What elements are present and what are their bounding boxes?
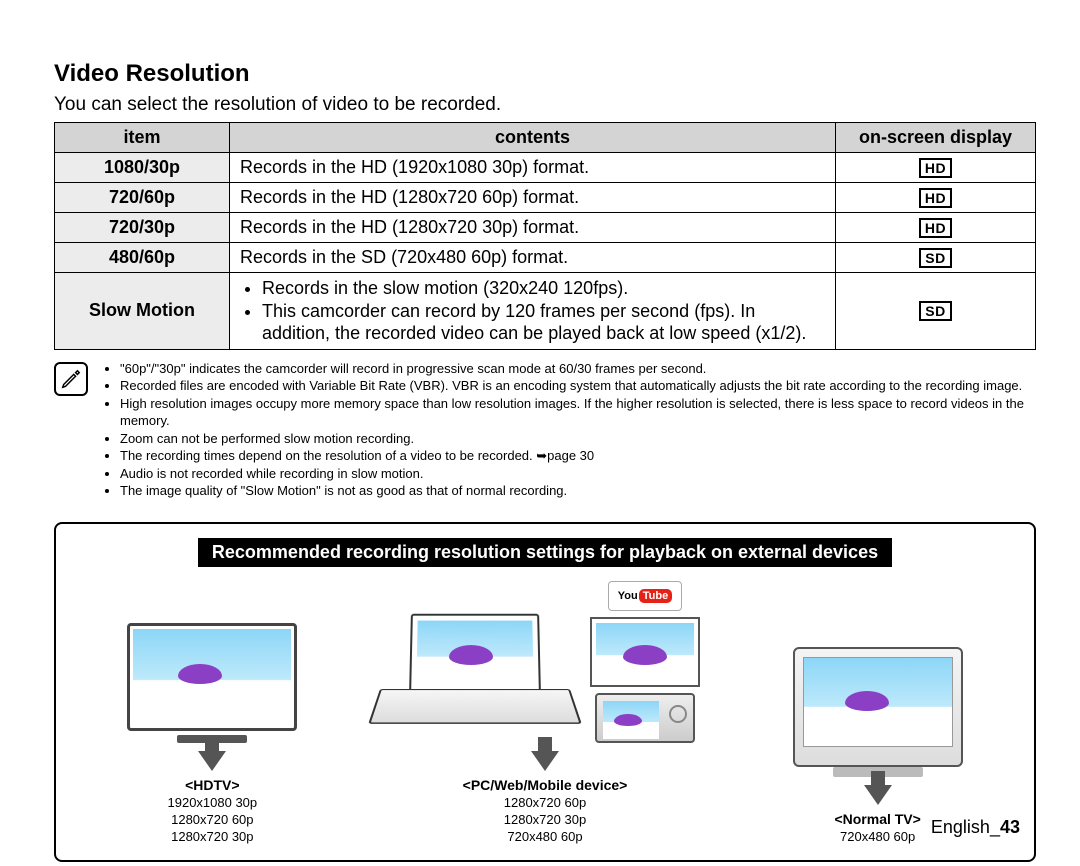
footer-page-number: 43	[1000, 817, 1020, 837]
row-item: 1080/30p	[55, 153, 230, 183]
resolution-table: item contents on-screen display 1080/30p…	[54, 122, 1036, 350]
row-item: Slow Motion	[55, 273, 230, 350]
device-label: <PC/Web/Mobile device>	[463, 777, 628, 793]
th-osd: on-screen display	[836, 123, 1036, 153]
sm-bullet: Records in the slow motion (320x240 120f…	[262, 277, 825, 300]
row-osd: HD	[836, 153, 1036, 183]
hdtv-illustration	[127, 623, 297, 743]
page-subtitle: You can select the resolution of video t…	[54, 94, 1036, 116]
hd-badge-icon: HD	[919, 158, 952, 178]
recommended-banner: Recommended recording resolution setting…	[198, 538, 892, 567]
table-row: 720/30p Records in the HD (1280x720 30p)…	[55, 213, 1036, 243]
page-title: Video Resolution	[54, 60, 1036, 88]
arrow-down-icon	[864, 785, 892, 805]
note-icon	[54, 362, 88, 396]
row-contents: Records in the slow motion (320x240 120f…	[230, 273, 836, 350]
note-item: Zoom can not be performed slow motion re…	[120, 430, 1036, 448]
device-hdtv: <HDTV> 1920x1080 30p 1280x720 60p 1280x7…	[127, 623, 297, 846]
row-osd: SD	[836, 273, 1036, 350]
device-label: <Normal TV>	[834, 811, 920, 827]
devices-row: <HDTV> 1920x1080 30p 1280x720 60p 1280x7…	[86, 581, 1004, 846]
sm-bullet: This camcorder can record by 120 frames …	[262, 300, 825, 345]
th-contents: contents	[230, 123, 836, 153]
crt-tv-illustration	[793, 647, 963, 777]
row-contents: Records in the HD (1280x720 60p) format.	[230, 183, 836, 213]
table-row: 480/60p Records in the SD (720x480 60p) …	[55, 243, 1036, 273]
sd-badge-icon: SD	[919, 301, 951, 321]
row-osd: HD	[836, 213, 1036, 243]
web-mobile-stack: YouTube	[580, 581, 710, 743]
notes-section: "60p"/"30p" indicates the camcorder will…	[54, 360, 1036, 500]
note-item: Recorded files are encoded with Variable…	[120, 377, 1036, 395]
note-item-emphasis: The image quality of "Slow Motion" is no…	[120, 482, 1036, 500]
row-contents: Records in the HD (1920x1080 30p) format…	[230, 153, 836, 183]
device-specs: 1280x720 60p 1280x720 30p 720x480 60p	[504, 795, 586, 846]
device-specs: 720x480 60p	[840, 829, 915, 846]
note-item: Audio is not recorded while recording in…	[120, 465, 1036, 483]
row-osd: SD	[836, 243, 1036, 273]
page-footer: English_43	[931, 817, 1020, 838]
table-row: 1080/30p Records in the HD (1920x1080 30…	[55, 153, 1036, 183]
hd-badge-icon: HD	[919, 218, 952, 238]
digital-frame-illustration	[590, 617, 700, 687]
youtube-logo-icon: YouTube	[608, 581, 682, 611]
row-contents: Records in the HD (1280x720 30p) format.	[230, 213, 836, 243]
device-normal-tv: <Normal TV> 720x480 60p	[793, 647, 963, 846]
laptop-illustration	[380, 613, 570, 743]
arrow-down-icon	[531, 751, 559, 771]
row-item: 720/60p	[55, 183, 230, 213]
row-item: 480/60p	[55, 243, 230, 273]
row-osd: HD	[836, 183, 1036, 213]
table-row: 720/60p Records in the HD (1280x720 60p)…	[55, 183, 1036, 213]
footer-lang: English	[931, 817, 990, 837]
device-label: <HDTV>	[185, 777, 239, 793]
notes-list: "60p"/"30p" indicates the camcorder will…	[102, 360, 1036, 500]
note-item: High resolution images occupy more memor…	[120, 395, 1036, 430]
recommended-box: Recommended recording resolution setting…	[54, 522, 1036, 862]
arrow-down-icon	[198, 751, 226, 771]
manual-page: Video Resolution You can select the reso…	[0, 0, 1080, 866]
mobile-device-illustration	[595, 693, 695, 743]
row-contents: Records in the SD (720x480 60p) format.	[230, 243, 836, 273]
note-item: "60p"/"30p" indicates the camcorder will…	[120, 360, 1036, 378]
table-row-slowmotion: Slow Motion Records in the slow motion (…	[55, 273, 1036, 350]
th-item: item	[55, 123, 230, 153]
note-item: The recording times depend on the resolu…	[120, 447, 1036, 465]
device-specs: 1920x1080 30p 1280x720 60p 1280x720 30p	[168, 795, 258, 846]
row-item: 720/30p	[55, 213, 230, 243]
device-pc-web-mobile: YouTube <PC/Web/Mobile device> 1280x720 …	[380, 581, 710, 846]
hd-badge-icon: HD	[919, 188, 952, 208]
sd-badge-icon: SD	[919, 248, 951, 268]
